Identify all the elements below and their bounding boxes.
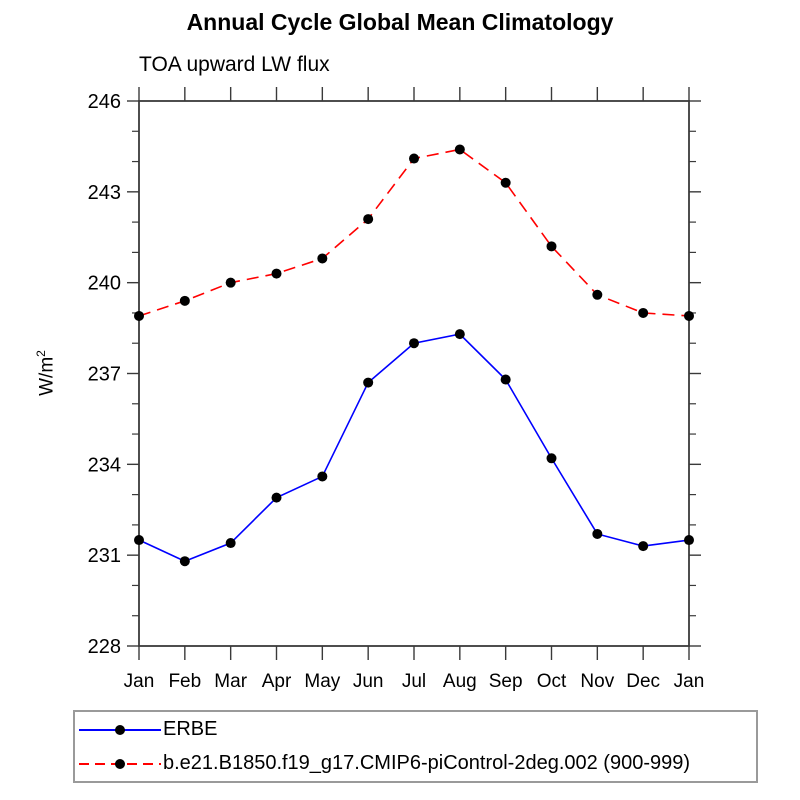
data-point-marker: [684, 535, 694, 546]
x-tick-label: Jan: [674, 671, 705, 692]
data-point-marker: [684, 310, 694, 321]
y-tick-label: 231: [88, 545, 121, 567]
data-point-marker: [363, 377, 374, 388]
x-tick-label: Aug: [443, 671, 477, 692]
x-tick-label: Dec: [626, 671, 660, 692]
x-tick-label: Mar: [214, 671, 247, 692]
legend-line-sample-model: [79, 758, 161, 769]
data-point-marker: [179, 295, 190, 306]
legend-entry-model: b.e21.B1850.f19_g17.CMIP6-piControl-2deg…: [79, 747, 756, 781]
chart-subtitle: TOA upward LW flux: [139, 53, 330, 76]
data-point-marker: [500, 177, 511, 188]
y-tick-label: 246: [88, 91, 121, 113]
plot-area: Jan Feb Mar Apr May Jun Jul Aug Sep Oct Nov Dec Jan2…: [88, 87, 705, 692]
data-point-marker: [638, 307, 649, 318]
data-point-marker: [592, 289, 603, 300]
data-point-marker: [409, 153, 419, 164]
legend-entry-erbe: ERBE: [79, 713, 756, 747]
y-tick-label: 234: [88, 454, 121, 476]
x-tick-label: May: [304, 671, 340, 692]
data-point-marker: [409, 338, 419, 349]
chart-title: Annual Cycle Global Mean Climatology: [186, 9, 614, 35]
x-tick-label: Nov: [580, 671, 614, 692]
data-point-marker: [546, 241, 557, 252]
x-tick-label: Oct: [537, 671, 567, 692]
data-point-marker: [454, 144, 465, 155]
data-point-marker: [225, 538, 236, 549]
data-point-marker: [638, 541, 649, 552]
data-point-marker: [500, 374, 511, 385]
x-tick-label: Feb: [168, 671, 201, 692]
data-point-marker: [592, 528, 603, 539]
data-point-marker: [134, 310, 144, 321]
series-line-0: [138, 333, 690, 563]
data-point-marker: [271, 492, 282, 503]
data-point-marker: [134, 535, 144, 546]
x-tick-label: Jul: [402, 671, 426, 692]
data-point-marker: [317, 471, 328, 482]
data-point-marker: [317, 253, 328, 264]
x-tick-label: Sep: [489, 671, 523, 692]
plot-border: [138, 100, 690, 647]
x-tick-label: Apr: [262, 671, 292, 692]
data-point-marker: [454, 329, 465, 340]
data-point-marker: [363, 214, 374, 225]
data-point-marker: [271, 268, 282, 279]
legend-sample-marker: [115, 758, 125, 769]
y-tick-label: 240: [88, 273, 121, 295]
data-point-marker: [225, 277, 236, 288]
x-tick-label: Jun: [353, 671, 384, 692]
data-point-marker: [179, 556, 190, 567]
legend-sample-marker: [115, 724, 125, 735]
y-tick-label: 228: [88, 636, 121, 658]
legend-line-sample-erbe: [79, 724, 161, 735]
data-point-marker: [546, 453, 557, 464]
legend-box: ERBE b.e21.B1850.f19_g17.CMIP6-piControl…: [73, 710, 758, 783]
y-tick-label: 237: [88, 364, 121, 386]
series-line-1: [138, 148, 690, 317]
x-tick-label: Jan: [124, 671, 155, 692]
y-tick-label: 243: [88, 182, 121, 204]
legend-label-erbe: ERBE: [163, 718, 218, 740]
legend-label-model: b.e21.B1850.f19_g17.CMIP6-piControl-2deg…: [163, 752, 691, 774]
